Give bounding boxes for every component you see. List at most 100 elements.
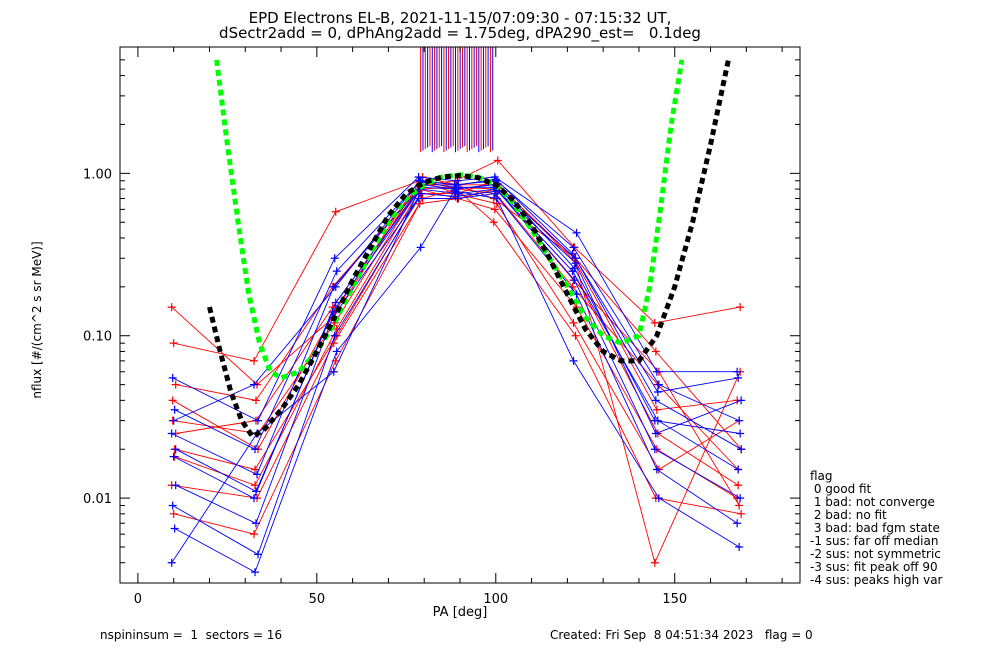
flux-plus-marker <box>651 347 660 356</box>
y-tick-label: 0.01 <box>83 492 112 507</box>
flux-plus-marker <box>250 380 258 389</box>
flux-plus-marker <box>169 452 178 461</box>
flux-plus-marker <box>331 282 340 291</box>
flux-plus-marker <box>490 205 499 214</box>
flux-plus-marker <box>332 267 341 276</box>
x-axis-label: PA [deg] <box>432 605 488 620</box>
flux-plus-marker <box>734 373 743 382</box>
flux-plus-marker <box>568 249 577 258</box>
y-tick-label: 1.00 <box>83 167 112 182</box>
flux-plus-marker <box>651 396 660 405</box>
x-tick-label: 150 <box>662 592 687 607</box>
flux-plus-marker <box>650 445 659 454</box>
flux-plus-marker <box>733 519 742 528</box>
flux-plus-marker <box>254 550 262 559</box>
flux-plus-marker <box>569 243 578 252</box>
x-tick-label: 100 <box>483 592 508 607</box>
flux-plus-marker <box>650 318 659 327</box>
flux-plus-marker <box>251 445 259 454</box>
legend-item: -1 sus: far off median <box>810 534 939 548</box>
flux-plus-marker <box>736 494 745 503</box>
flux-plus-marker <box>252 487 260 496</box>
flux-plus-marker <box>168 501 177 510</box>
legend-title: flag <box>810 469 833 483</box>
flux-plus-marker <box>572 228 581 237</box>
flux-plus-marker <box>416 243 425 252</box>
flux-plus-marker <box>737 396 746 405</box>
flux-plus-marker <box>491 175 500 184</box>
plot-clip-group <box>167 47 746 577</box>
x-tick-label: 50 <box>309 592 326 607</box>
flux-plus-marker <box>252 396 260 405</box>
flux-plus-marker <box>331 298 340 307</box>
flux-plus-marker <box>736 303 745 312</box>
flux-plus-marker <box>734 481 743 490</box>
chart-title: EPD Electrons EL-B, 2021-11-15/07:09:30 … <box>248 9 672 27</box>
flux-plus-marker <box>492 194 501 203</box>
flux-plus-marker <box>251 568 259 577</box>
legend-item: 1 bad: not converge <box>810 495 935 509</box>
flux-plus-marker <box>451 192 460 201</box>
flux-plus-marker <box>169 416 178 425</box>
flux-plus-marker <box>735 416 744 425</box>
flux-plus-marker <box>650 416 659 425</box>
flux-plus-marker <box>252 519 260 528</box>
flux-plus-marker <box>569 356 578 365</box>
flux-plus-marker <box>168 396 177 405</box>
flux-plus-marker <box>737 509 746 518</box>
flux-plus-marker <box>736 429 745 438</box>
legend-item: 0 good fit <box>810 482 872 496</box>
flux-plus-marker <box>489 218 498 227</box>
flux-plus-marker <box>414 172 423 181</box>
flag-legend: flag 0 good fit 1 bad: not converge 2 ba… <box>810 470 942 587</box>
flux-plus-marker <box>332 347 341 356</box>
flux-plus-marker <box>331 207 340 216</box>
flux-plus-marker <box>451 185 460 194</box>
flux-plus-marker <box>652 405 661 414</box>
flux-plus-marker <box>652 367 661 376</box>
flux-profile-line <box>174 180 740 450</box>
flux-plus-marker <box>453 194 462 203</box>
flux-plus-marker <box>329 339 338 348</box>
flux-profile-line <box>173 188 739 535</box>
flux-plus-marker <box>735 501 744 510</box>
flux-plus-marker <box>654 380 663 389</box>
flux-plus-marker <box>454 180 463 189</box>
flux-plus-marker <box>250 494 258 503</box>
flux-plus-marker <box>328 307 337 316</box>
x-tick-label: 0 <box>134 592 142 607</box>
black-fit-curve <box>207 59 731 440</box>
y-axis-label: nflux [#/(cm^2 s sr MeV)] <box>30 241 44 399</box>
flux-plus-marker <box>169 339 178 348</box>
flux-plus-marker <box>329 367 338 376</box>
flux-profile-line <box>174 186 740 506</box>
flux-plus-marker <box>493 156 502 165</box>
flux-plus-marker <box>167 429 176 438</box>
flux-plus-marker <box>170 405 179 414</box>
chart-subtitle: dSectr2add = 0, dPhAng2add = 1.75deg, dP… <box>219 24 701 42</box>
flux-plus-marker <box>570 276 579 285</box>
flux-plus-marker <box>170 524 179 533</box>
flux-plus-marker <box>251 465 259 474</box>
flux-plus-marker <box>737 445 746 454</box>
flux-plus-marker <box>169 509 178 518</box>
flux-plus-marker <box>167 558 176 567</box>
legend-item: 2 bad: no fit <box>810 508 887 522</box>
flux-plus-marker <box>250 530 258 539</box>
flux-profile-line <box>172 180 738 450</box>
flux-plus-marker <box>330 254 339 263</box>
flux-plus-marker <box>569 318 578 327</box>
flux-plus-marker <box>735 542 744 551</box>
legend-item: -4 sus: peaks high var <box>810 573 943 587</box>
flux-plus-marker <box>653 388 662 397</box>
flux-plus-marker <box>167 303 176 312</box>
flux-plus-marker <box>330 331 339 340</box>
footer-left: nspininsum = 1 sectors = 16 <box>100 628 283 642</box>
footer-right: Created: Fri Sep 8 04:51:34 2023 flag = … <box>550 628 813 642</box>
flux-plus-marker <box>652 465 661 474</box>
flux-plus-marker <box>250 356 258 365</box>
flux-plus-marker <box>171 445 180 454</box>
legend-item: -2 sus: not symmetric <box>810 547 941 561</box>
y-tick-label: 0.10 <box>83 330 112 345</box>
legend-item: -3 sus: fit peak off 90 <box>810 560 938 574</box>
